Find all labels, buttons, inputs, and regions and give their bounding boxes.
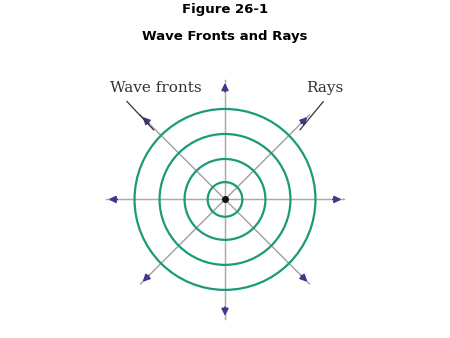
Text: Figure 26-1: Figure 26-1 (182, 3, 268, 16)
Text: Rays: Rays (306, 81, 343, 95)
Text: Wave fronts: Wave fronts (109, 81, 201, 95)
Text: Wave Fronts and Rays: Wave Fronts and Rays (142, 30, 308, 43)
